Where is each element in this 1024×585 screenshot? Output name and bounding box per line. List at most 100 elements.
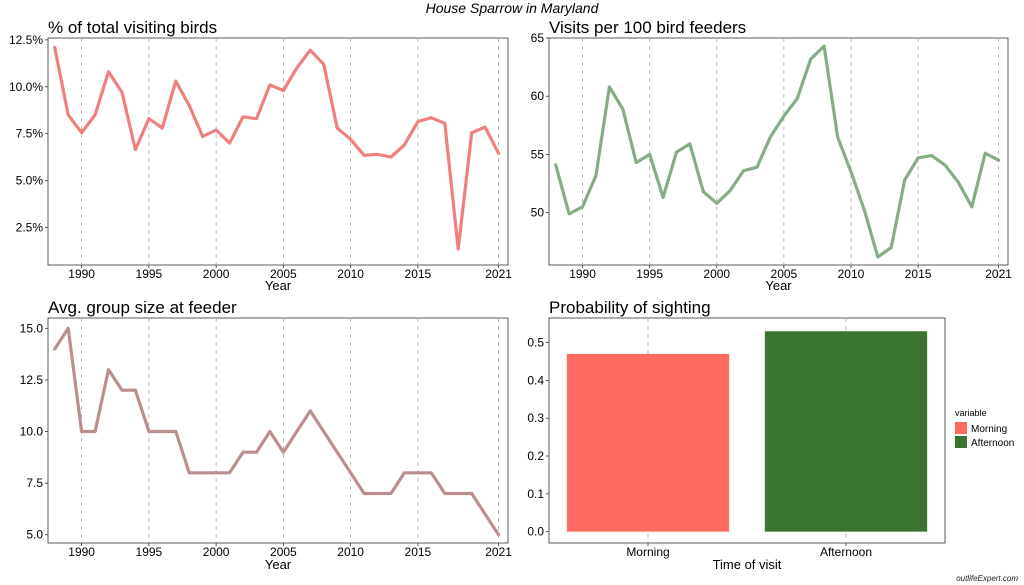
- panel3-data-point: [80, 430, 83, 433]
- panel2-x-tick-label: 2021: [985, 267, 1012, 281]
- panel2-series-line: [554, 44, 1001, 259]
- panel3-x-tick-label: 2010: [337, 545, 364, 559]
- panel4-legend-swatch: [955, 422, 967, 434]
- panel2-x-tick-label: 2005: [771, 267, 798, 281]
- panel3-data-point: [67, 327, 70, 330]
- panel2-data-point: [836, 135, 839, 139]
- panel2-y-tick-label: 65: [531, 31, 545, 45]
- panel2-frame: [548, 37, 1009, 266]
- panel1-data-point: [80, 131, 83, 134]
- panel2-data-point: [916, 156, 920, 160]
- panel3-data-point: [470, 492, 473, 495]
- panel2-x-axis-label: Year: [765, 278, 792, 293]
- panel2-x-tick-label: 1990: [569, 267, 596, 281]
- panel4-x-tick-label: Morning: [626, 545, 669, 559]
- panel2-data-point: [742, 169, 745, 172]
- panel1-y-tick-label: 10.0%: [9, 80, 43, 94]
- panel4-legend-label: Afternoon: [971, 438, 1014, 449]
- panel3-data-point: [349, 471, 352, 474]
- panel4-frame: [548, 317, 946, 544]
- panel4-x-axis-label: Time of visit: [713, 557, 782, 572]
- panel3-x-tick-label: 2015: [405, 545, 432, 559]
- panel3-y-tick-label: 7.5: [26, 476, 43, 490]
- panel3-y-tick-label: 5.0: [26, 528, 43, 542]
- credit-text: outlifeExpert.com: [956, 574, 1018, 583]
- panel4-y-tick-label: 0.5: [527, 336, 544, 350]
- panel1-series-line: [53, 45, 501, 251]
- panel3-data-point: [201, 471, 204, 474]
- panel2-data-point: [769, 135, 772, 139]
- panel2-data-point: [957, 181, 960, 184]
- panel1-data-point: [389, 155, 393, 159]
- panel1-data-point: [470, 131, 473, 134]
- panel3-data-point: [282, 451, 285, 454]
- panel2-x-tick-label: 2000: [703, 267, 730, 281]
- panel3-data-point: [376, 492, 379, 495]
- panel2-data-point: [702, 190, 705, 193]
- panel3-data-point: [483, 512, 487, 516]
- panel4-bar-afternoon: [764, 331, 928, 532]
- panel1-x-tick-label: 2021: [485, 267, 512, 281]
- panel2-data-point: [554, 163, 557, 167]
- panel1-data-point: [120, 91, 124, 94]
- panel1-data-point: [295, 66, 298, 70]
- panel4-x-tick-label: Afternoon: [820, 545, 872, 559]
- panel4-y-tick-label: 0.1: [527, 487, 544, 501]
- panel3-data-point: [174, 430, 177, 433]
- panel3-data-point: [93, 430, 97, 433]
- panel1-y-tick-label: 2.5%: [16, 220, 44, 234]
- panel1-data-point: [416, 120, 420, 123]
- panel4-title: Probability of sighting: [549, 298, 711, 317]
- panel2-x-tick-label: 2015: [905, 267, 932, 281]
- panel2-data-point: [715, 202, 718, 205]
- panel3-data-point: [389, 492, 393, 495]
- panel4-y-tick-label: 0.4: [527, 373, 544, 387]
- panel1-data-point: [201, 135, 204, 138]
- panel2-data-point: [876, 255, 879, 259]
- panel1-data-point: [93, 113, 97, 117]
- panel3-data-point: [228, 471, 231, 474]
- panel2-data-point: [970, 205, 973, 208]
- panel4-legend-label: Morning: [971, 424, 1007, 435]
- panel1-x-tick-label: 1995: [136, 267, 163, 281]
- panel1-data-point: [483, 125, 487, 129]
- panel2-data-point: [581, 205, 584, 208]
- panel1-data-point: [53, 46, 56, 49]
- panel3-data-point: [362, 492, 366, 495]
- panel2-data-point: [594, 174, 598, 177]
- panel1-data-point: [430, 116, 433, 119]
- panel2-x-tick-label: 2010: [838, 267, 865, 281]
- panel3-data-point: [120, 389, 124, 392]
- panel3-data-point: [322, 430, 325, 433]
- panel4-y-tick-label: 0.3: [527, 411, 544, 425]
- panel3-data-point: [161, 430, 164, 433]
- panel3-data-point: [147, 430, 151, 433]
- panel4-bar-morning: [566, 353, 730, 532]
- panel1-data-point: [107, 70, 110, 74]
- panel4-legend-title: variable: [955, 408, 987, 418]
- panel2-data-point: [809, 57, 812, 61]
- panel1-data-point: [443, 122, 446, 125]
- panel1-x-axis-label: Year: [265, 278, 292, 293]
- panel2-y-tick-label: 50: [531, 206, 545, 220]
- panel2-data-point: [621, 107, 624, 111]
- panel4-legend-swatch: [955, 436, 967, 448]
- panel1-data-point: [497, 152, 500, 155]
- panel2-data-point: [675, 150, 678, 154]
- panel4-y-tick-label: 0.0: [527, 525, 544, 539]
- panel3-data-point: [53, 347, 56, 351]
- panel3-data-point: [309, 409, 312, 413]
- panel2-data-point: [567, 212, 571, 215]
- panel1-data-point: [134, 148, 137, 151]
- panel1-x-tick-label: 2015: [405, 267, 432, 281]
- panel2-data-point: [729, 189, 732, 192]
- panel3-data-point: [457, 492, 460, 495]
- panel1-y-tick-label: 12.5%: [9, 33, 43, 47]
- panel3-x-axis-label: Year: [265, 557, 292, 572]
- panel3-x-tick-label: 2005: [270, 545, 297, 559]
- panel2-data-point: [608, 85, 611, 89]
- panel1-data-point: [241, 115, 245, 119]
- panel1-data-point: [336, 126, 339, 130]
- panel2-data-point: [930, 154, 933, 157]
